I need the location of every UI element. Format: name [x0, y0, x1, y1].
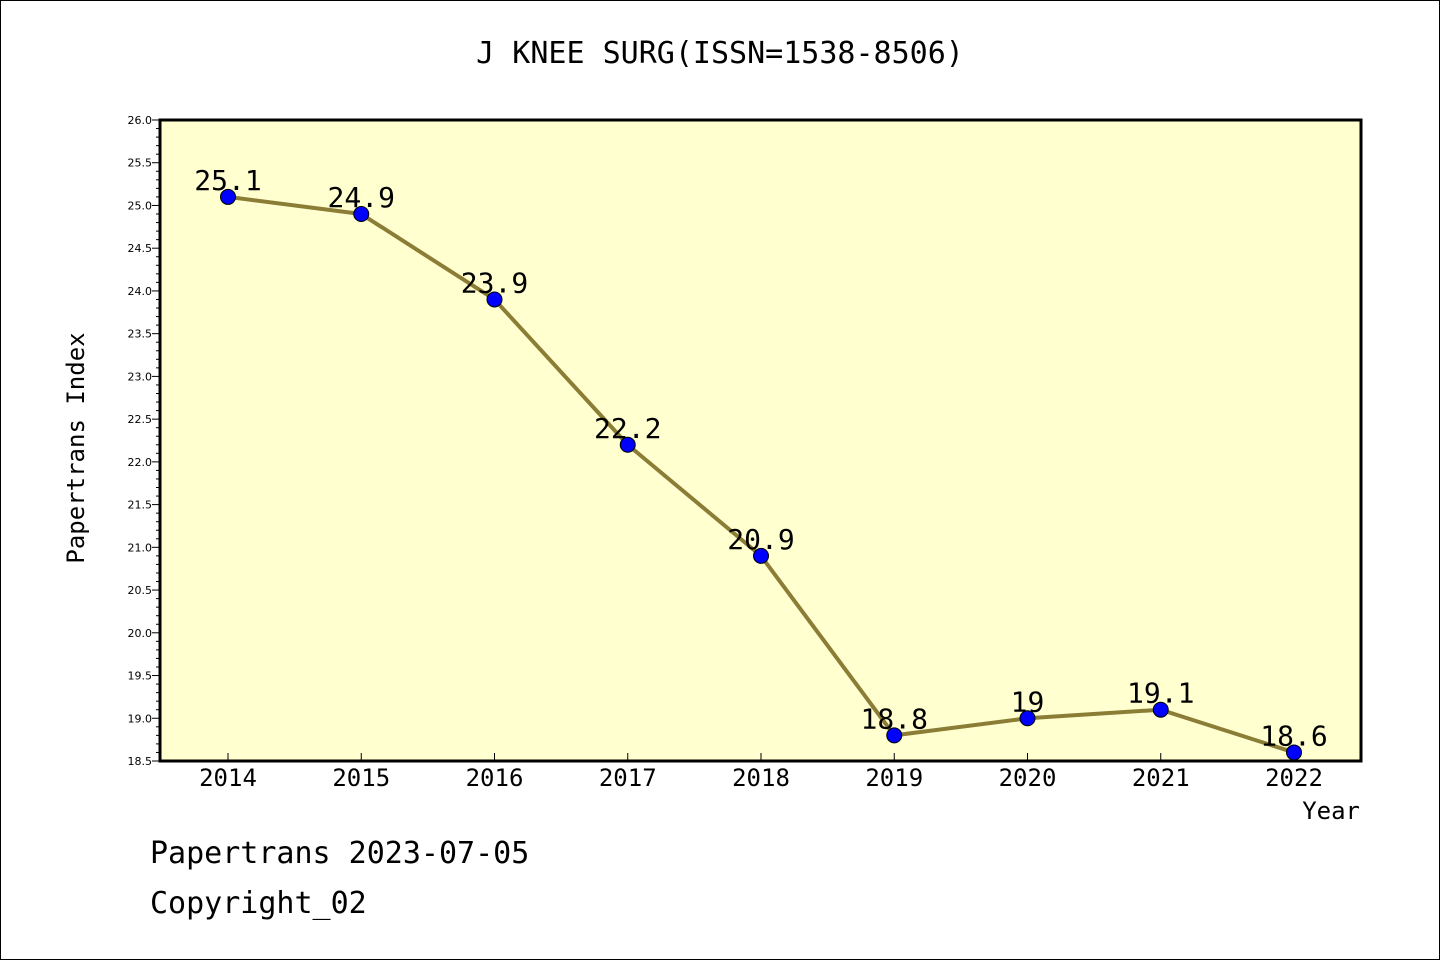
data-label: 19.1: [1127, 677, 1194, 710]
data-label: 22.2: [594, 412, 661, 445]
y-tick-label: 22.5: [128, 413, 153, 426]
plot-border: [158, 118, 1363, 763]
data-point: [353, 206, 370, 223]
y-tick-label: 25.5: [128, 157, 153, 170]
data-point: [619, 436, 636, 453]
data-label: 20.9: [727, 523, 794, 556]
footer-date: Papertrans 2023-07-05: [150, 836, 530, 871]
data-label: 19: [1011, 685, 1045, 718]
y-tick-label: 19.0: [128, 712, 153, 725]
x-tick-label: 2015: [332, 764, 390, 792]
plot-area: [160, 120, 1361, 761]
y-tick-label: 20.5: [128, 584, 153, 597]
data-label: 25.1: [194, 164, 261, 197]
y-tick-label: 26.0: [128, 114, 153, 127]
chart-title: J KNEE SURG(ISSN=1538-8506): [476, 36, 964, 71]
y-tick-label: 23.0: [128, 370, 153, 383]
y-tick-label: 21.5: [128, 499, 153, 512]
y-tick-label: 22.0: [128, 456, 153, 469]
y-tick-label: 24.0: [128, 285, 153, 298]
x-tick-label: 2020: [999, 764, 1057, 792]
data-label: 18.8: [861, 702, 928, 735]
x-tick-label: 2016: [466, 764, 524, 792]
x-tick-label: 2021: [1132, 764, 1190, 792]
data-point: [886, 727, 903, 744]
y-tick-label: 20.0: [128, 627, 153, 640]
y-tick-label: 21.0: [128, 541, 153, 554]
data-point: [486, 291, 503, 308]
data-point: [1152, 701, 1169, 718]
y-tick-label: 23.5: [128, 328, 153, 341]
data-point: [1019, 710, 1036, 727]
data-label: 24.9: [328, 181, 395, 214]
y-tick-label: 19.5: [128, 670, 153, 683]
x-tick-label: 2022: [1265, 764, 1323, 792]
y-tick-label: 24.5: [128, 242, 153, 255]
x-tick-label: 2018: [732, 764, 790, 792]
y-tick-label: 18.5: [128, 755, 153, 768]
x-tick-label: 2014: [199, 764, 257, 792]
x-axis-label: Year: [1302, 797, 1360, 825]
data-point: [753, 547, 769, 564]
footer-copyright: Copyright_02: [150, 886, 367, 921]
data-label: 23.9: [461, 266, 528, 299]
y-tick-label: 25.0: [128, 199, 153, 212]
x-tick-label: 2017: [599, 764, 657, 792]
data-label: 18.6: [1260, 719, 1327, 752]
data-point: [220, 188, 236, 205]
x-tick-label: 2019: [865, 764, 923, 792]
